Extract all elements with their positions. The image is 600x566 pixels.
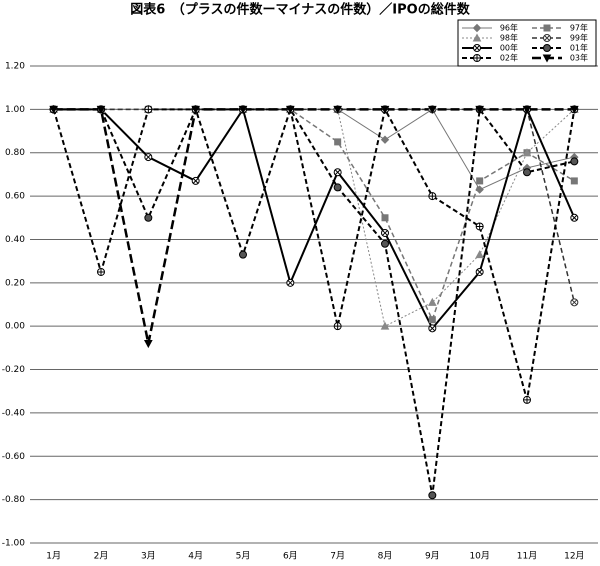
- marker: [522, 105, 532, 114]
- x-tick-label: 7月: [330, 551, 345, 562]
- marker: [569, 105, 579, 114]
- marker: [428, 491, 437, 500]
- y-tick-label: -1.00: [2, 539, 26, 549]
- legend-label: 02年: [500, 53, 518, 63]
- marker: [542, 54, 552, 63]
- marker-glyph: [429, 325, 436, 332]
- marker-glyph: [473, 54, 481, 62]
- marker-glyph: [523, 396, 531, 404]
- marker-glyph: [382, 230, 388, 236]
- marker-glyph: [334, 322, 342, 330]
- y-tick-label: 1.00: [5, 105, 25, 115]
- marker: [239, 250, 247, 259]
- marker-glyph: [145, 154, 152, 160]
- x-tick-label: 2月: [94, 551, 109, 562]
- marker: [475, 185, 484, 194]
- y-tick-label: -0.60: [2, 452, 26, 462]
- legend-label: 98年: [500, 33, 518, 43]
- y-tick-label: 0.80: [5, 148, 25, 158]
- marker: [96, 105, 106, 114]
- y-tick-label: -0.20: [2, 365, 26, 375]
- marker: [475, 250, 485, 259]
- marker-glyph: [571, 299, 578, 306]
- marker: [380, 321, 390, 330]
- legend-label: 00年: [500, 43, 518, 53]
- y-tick-label: -0.80: [2, 495, 26, 505]
- marker-glyph: [144, 105, 152, 113]
- marker-glyph: [97, 268, 105, 276]
- y-tick-label: 0.20: [5, 278, 25, 288]
- y-tick-label: 0.60: [5, 192, 25, 202]
- marker-glyph: [476, 222, 484, 230]
- series-line: [53, 106, 576, 331]
- x-tick-label: 10月: [469, 551, 489, 562]
- marker-glyph: [334, 169, 341, 176]
- x-tick-label: 5月: [236, 551, 251, 562]
- marker: [522, 148, 532, 157]
- legend-label: 99年: [570, 33, 588, 43]
- marker: [285, 105, 295, 114]
- legend-label: 96年: [500, 23, 518, 33]
- x-tick-label: 8月: [378, 551, 393, 562]
- marker: [476, 177, 484, 185]
- marker: [472, 23, 482, 33]
- marker: [381, 239, 389, 248]
- legend: 96年 97年 98年 99年 00年 01年 02年 03年: [457, 19, 597, 67]
- legend-label: 97年: [570, 23, 588, 33]
- marker: [427, 105, 437, 114]
- marker-glyph: [571, 214, 578, 221]
- marker-glyph: [476, 269, 483, 275]
- marker: [144, 213, 153, 222]
- marker: [570, 157, 579, 166]
- legend-label: 03年: [570, 53, 588, 63]
- y-tick-label: -0.40: [2, 408, 26, 418]
- x-tick-label: 12月: [564, 551, 584, 562]
- marker: [333, 105, 343, 114]
- marker-glyph: [287, 279, 294, 286]
- x-tick-label: 1月: [46, 551, 61, 562]
- marker-glyph: [544, 35, 550, 41]
- x-tick-label: 4月: [188, 551, 203, 562]
- marker: [380, 135, 390, 144]
- marker-glyph: [474, 45, 480, 51]
- marker: [428, 316, 436, 324]
- x-tick-label: 11月: [517, 551, 537, 562]
- marker: [143, 340, 153, 349]
- y-tick-label: 0.40: [5, 235, 25, 245]
- x-tick-label: 6月: [283, 551, 298, 562]
- series-line: [53, 108, 576, 303]
- legend-label: 01年: [570, 43, 588, 53]
- marker: [570, 177, 578, 185]
- series-line: [53, 108, 575, 322]
- y-tick-label: 1.20: [5, 62, 25, 72]
- marker: [191, 105, 201, 114]
- marker: [543, 44, 551, 52]
- marker: [427, 297, 437, 306]
- marker: [334, 138, 342, 146]
- marker: [49, 105, 59, 114]
- marker: [238, 105, 248, 114]
- y-tick-label: 0.00: [5, 322, 25, 332]
- series-line: [53, 108, 575, 344]
- x-tick-label: 3月: [141, 551, 156, 562]
- marker: [523, 168, 531, 177]
- marker: [475, 105, 485, 114]
- marker: [333, 183, 342, 192]
- marker: [381, 214, 389, 222]
- marker: [380, 105, 390, 114]
- marker: [543, 24, 551, 32]
- chart-title: 図表6 （プラスの件数ーマイナスの件数）／IPOの総件数: [130, 2, 470, 18]
- marker: [472, 33, 482, 42]
- series-line: [53, 106, 575, 496]
- x-tick-label: 9月: [425, 551, 440, 562]
- marker-glyph: [428, 192, 436, 200]
- marker-glyph: [192, 178, 199, 184]
